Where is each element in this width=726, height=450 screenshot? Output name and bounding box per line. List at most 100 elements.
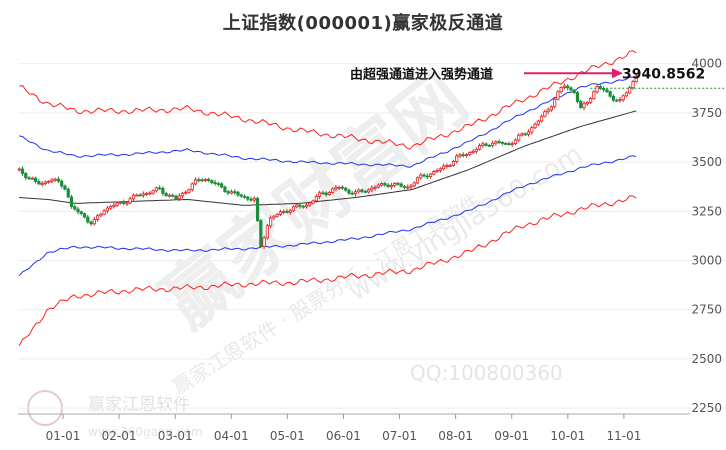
candle-down [60, 180, 64, 187]
candle-down [233, 191, 237, 194]
x-tick-label: 09-01 [494, 429, 529, 443]
candle-down [461, 154, 465, 157]
candle-up [314, 196, 318, 202]
candle-down [73, 206, 77, 210]
candle-up [95, 215, 100, 220]
candle-up [556, 91, 560, 100]
candle-down [76, 208, 80, 213]
candle-up [546, 109, 550, 113]
x-tick-label: 11-01 [606, 429, 641, 443]
candle-down [213, 182, 217, 185]
candle-up [517, 134, 521, 141]
candle-down [504, 142, 508, 145]
candle-up [92, 219, 96, 225]
candle-up [190, 183, 194, 191]
candle-up [118, 201, 123, 204]
candle-up [311, 200, 315, 204]
annotation-arrowhead-icon [612, 68, 623, 79]
band-outer-upper [19, 50, 637, 150]
candle-down [33, 177, 38, 182]
y-tick-label: 3750 [691, 106, 722, 120]
candle-up [438, 168, 442, 171]
candle-down [158, 187, 162, 190]
candle-down [259, 220, 263, 248]
candle-up [337, 186, 341, 189]
candle-down [246, 196, 250, 200]
band-inner-upper [19, 76, 637, 168]
candle-down [255, 197, 260, 222]
candle-up [141, 193, 145, 196]
candle-down [386, 184, 390, 188]
candle-up [184, 191, 188, 194]
candle-up [373, 186, 377, 189]
candle-down [138, 194, 142, 197]
candle-up [272, 215, 276, 219]
candle-up [380, 183, 384, 186]
candle-down [487, 144, 491, 147]
candle-up [144, 192, 149, 195]
y-tick-label: 3250 [691, 204, 722, 218]
candle-up [334, 187, 338, 190]
candle-up [477, 145, 482, 150]
candle-down [236, 191, 240, 196]
candle-up [295, 204, 299, 208]
candle-down [422, 174, 426, 177]
watermark-layer: 赢家财富网 赢家江恩软件 · 股票分析 · 江恩工具软件 www.yingjia… [27, 56, 588, 439]
candle-up [376, 184, 380, 188]
chart-title: 上证指数(000001)赢家极反通道 [222, 13, 504, 34]
candle-down [249, 198, 253, 201]
candle-down [575, 92, 580, 102]
candle-down [605, 89, 609, 93]
candle-up [533, 123, 537, 129]
y-tick-label: 4000 [691, 57, 722, 71]
candle-down [340, 186, 345, 189]
candle-up [265, 225, 269, 239]
candle-down [37, 181, 41, 185]
candle-up [135, 194, 139, 197]
candle-up [406, 186, 410, 189]
candle-up [112, 204, 116, 207]
candle-up [262, 237, 266, 248]
x-tick-label: 01-01 [46, 429, 81, 443]
y-tick-label: 2750 [691, 303, 722, 317]
candle-up [193, 179, 198, 185]
candle-down [161, 187, 165, 194]
candle-down [239, 194, 243, 197]
candle-up [474, 148, 478, 152]
x-tick-label: 04-01 [214, 429, 249, 443]
candle-up [187, 189, 191, 193]
candle-down [79, 211, 83, 215]
candle-down [223, 186, 227, 192]
candle-up [582, 103, 586, 108]
candle-up [288, 210, 292, 213]
y-tick-label: 2500 [691, 352, 722, 366]
candle-down [484, 143, 488, 146]
candle-up [151, 190, 155, 194]
candle-up [353, 191, 358, 195]
candle-down [402, 185, 407, 188]
candle-up [618, 99, 622, 102]
x-tick-label: 03-01 [158, 429, 193, 443]
candle-up [275, 213, 279, 217]
candle-up [308, 202, 312, 206]
band-outer-lower [18, 195, 637, 347]
candle-up [543, 111, 547, 117]
candle-down [63, 185, 67, 190]
candle-up [553, 98, 557, 108]
candle-down [69, 196, 74, 207]
watermark-qq: QQ:100800360 [410, 361, 563, 385]
candle-up [520, 133, 524, 136]
candle-down [344, 187, 348, 191]
candle-down [174, 195, 178, 200]
candle-up [415, 177, 420, 184]
candle-up [393, 182, 397, 186]
watermark-brand-url: www.360gann.com [88, 425, 203, 439]
candle-down [200, 179, 204, 182]
candle-up [304, 204, 309, 208]
x-tick-label: 05-01 [270, 429, 305, 443]
y-gridlines [18, 63, 726, 409]
candle-up [50, 179, 54, 182]
candle-up [99, 213, 103, 217]
candle-down [321, 192, 325, 195]
candle-down [383, 183, 387, 186]
